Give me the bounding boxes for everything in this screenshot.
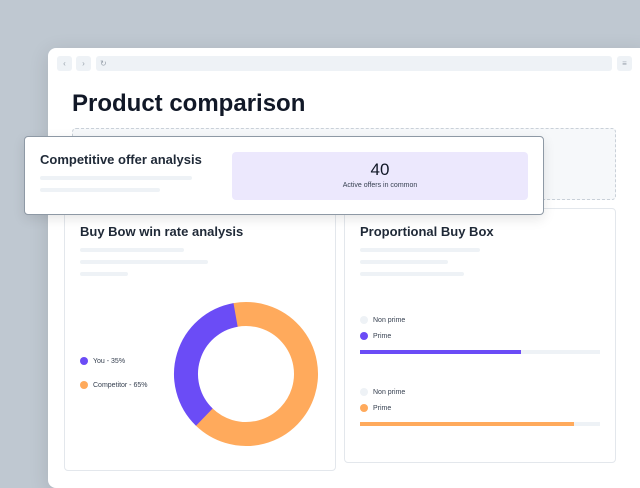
donut-slice-you — [174, 303, 239, 426]
legend-nonprime: Non prime — [373, 388, 406, 396]
legend-prime: Prime — [373, 332, 392, 340]
reload-icon[interactable]: ↻ — [100, 59, 107, 68]
menu-button[interactable]: ≡ — [617, 56, 632, 71]
offer-analysis-card: Competitive offer analysis 40 Active off… — [24, 136, 544, 215]
stat-caption: Active offers in common — [342, 182, 418, 189]
legend-competitor: Competitor - 65% — [80, 381, 147, 389]
address-bar[interactable]: ↻ — [96, 56, 612, 71]
back-button[interactable]: ‹ — [57, 56, 72, 71]
card-title: Buy Bow win rate analysis — [80, 224, 244, 239]
prime-bar — [360, 350, 600, 354]
buy-box-card: Proportional Buy Box Non prime Prime Non… — [344, 208, 616, 463]
win-rate-card: Buy Bow win rate analysis You - 35% Comp… — [64, 208, 336, 471]
card-title: Competitive offer analysis — [40, 152, 202, 167]
donut-slice-competitor — [192, 302, 318, 446]
stat-value: 40 — [370, 160, 390, 179]
active-offers-stat: 40 Active offers in common — [232, 152, 528, 200]
page-title: Product comparison — [72, 90, 306, 117]
forward-button[interactable]: › — [76, 56, 91, 71]
legend-nonprime: Non prime — [373, 316, 406, 324]
legend-you: You - 35% — [80, 357, 125, 365]
card-title: Proportional Buy Box — [360, 224, 494, 239]
prime-bar — [360, 422, 600, 426]
legend-prime: Prime — [373, 404, 392, 412]
donut-chart — [174, 302, 318, 446]
browser-window: ‹ › ↻ ≡ Product comparison Buy Bow win r… — [48, 48, 640, 488]
